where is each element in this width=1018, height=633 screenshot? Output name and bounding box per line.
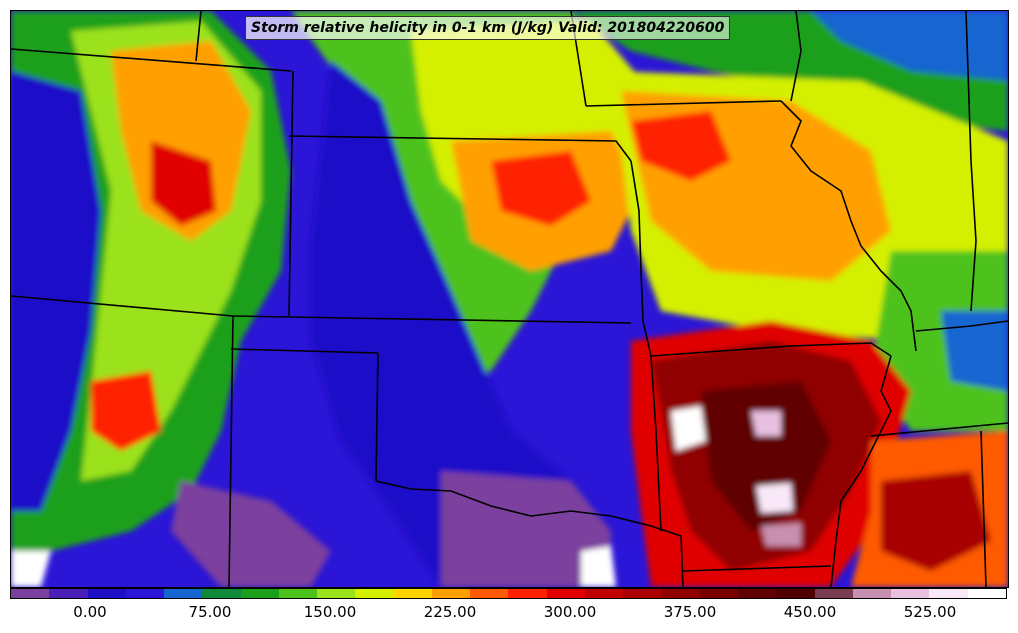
colorbar-tick-label: 0.00 (73, 603, 107, 621)
colorbar-swatch (891, 589, 930, 598)
colorbar-tick-label: 450.00 (783, 603, 837, 621)
colorbar-swatch (967, 589, 1006, 598)
field-south-purple (441, 471, 611, 587)
border-mo-west (630, 160, 662, 532)
border-il-east (860, 245, 917, 352)
colorbar-swatch (240, 589, 279, 598)
colorbar-swatch (623, 589, 662, 598)
colorbar-swatch (431, 589, 471, 598)
field-core-pink-2 (756, 483, 793, 513)
border-ky (915, 320, 1008, 332)
border-in (965, 11, 977, 312)
colorbar-tick-label: 300.00 (543, 603, 597, 621)
field-midwest-red (631, 111, 731, 181)
colorbar-swatch (49, 589, 88, 598)
border-sd-ne (288, 135, 632, 162)
border-ms-east (980, 430, 987, 587)
field-white-1 (671, 406, 706, 451)
map-title: Storm relative helicity in 0-1 km (J/kg)… (245, 16, 731, 40)
colorbar-swatch (699, 589, 739, 598)
field-west-red-1 (151, 141, 216, 226)
colorbar-swatch (546, 589, 585, 598)
border-wi-west (790, 11, 802, 102)
field-west-orange (111, 41, 251, 241)
colorbar-swatch (202, 589, 241, 598)
colorbar-swatch (278, 589, 318, 598)
colorbar-tick-label: 150.00 (303, 603, 357, 621)
colorbar-swatch (164, 589, 203, 598)
field-east-blue (941, 311, 1008, 391)
colorbar-swatch (584, 589, 624, 598)
border-wy-ne (195, 11, 202, 62)
border-wy-east (288, 70, 294, 317)
border-mississippi (830, 355, 892, 587)
border-tn (870, 422, 1008, 437)
colorbar-swatch (661, 589, 700, 598)
field-white-3 (581, 546, 616, 587)
field-west-blue (11, 71, 101, 511)
helicity-contour-map (11, 11, 1008, 587)
colorbar-swatch (738, 589, 777, 598)
colorbar-swatch (776, 589, 815, 598)
field-core-maroon (701, 381, 831, 531)
field-southeast-darkred (881, 471, 991, 571)
colorbar-ticks: 0.00 75.00 150.00 225.00 300.00 375.00 450.00 5… (10, 603, 1007, 623)
helicity-map (10, 10, 1009, 588)
colorbar (10, 588, 1007, 599)
field-north-blue (811, 11, 1008, 81)
colorbar-tick-label: 525.00 (903, 603, 957, 621)
colorbar-swatch (317, 589, 356, 598)
colorbar-swatch (87, 589, 126, 598)
field-core-pink-1 (751, 411, 781, 436)
helicity-field (11, 11, 1008, 587)
border-wy-north (11, 48, 292, 72)
field-core-pink-3 (761, 523, 801, 546)
field-plains-red (491, 151, 591, 226)
colorbar-tick-label: 225.00 (423, 603, 477, 621)
field-west-red-2 (91, 371, 161, 451)
state-boundaries (11, 11, 1008, 587)
border-ia-north (585, 100, 782, 107)
colorbar-swatch (470, 589, 509, 598)
colorbar-swatch (393, 589, 432, 598)
colorbar-swatch (929, 589, 968, 598)
colorbar-swatch (508, 589, 547, 598)
border-nm-north (230, 348, 379, 354)
border-ar-north (650, 342, 892, 357)
colorbar-swatch (11, 589, 50, 598)
field-white-2 (11, 551, 51, 587)
field-west-purple-1 (171, 481, 331, 587)
field-plains-blue (311, 61, 611, 587)
colorbar-tick-label: 75.00 (188, 603, 232, 621)
border-co-west (228, 315, 234, 587)
border-ok-south (375, 480, 684, 587)
border-nm-east (375, 352, 379, 482)
colorbar-swatch (125, 589, 165, 598)
colorbar-tick-label: 375.00 (663, 603, 717, 621)
colorbar-swatch (355, 589, 394, 598)
border-ia-east (780, 100, 862, 247)
colorbar-swatch (852, 589, 892, 598)
colorbar-swatch (814, 589, 853, 598)
border-ar-south (682, 565, 832, 572)
